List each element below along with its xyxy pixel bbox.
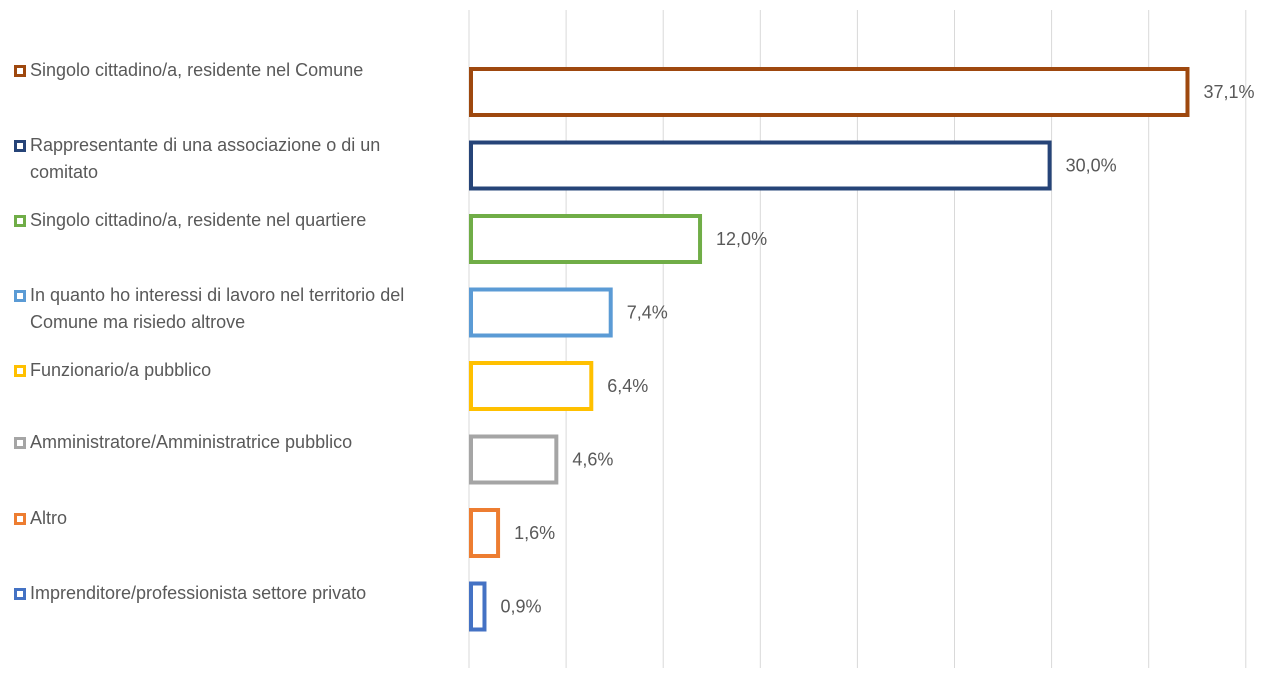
bar <box>469 434 559 485</box>
bar <box>469 140 1052 191</box>
legend-swatch <box>14 588 26 600</box>
data-label: 7,4% <box>627 303 668 323</box>
legend-item: Singolo cittadino/a, residente nel quart… <box>14 210 440 234</box>
legend-item: Funzionario/a pubblico <box>14 360 440 384</box>
legend-item: In quanto ho interessi di lavoro nel ter… <box>14 285 440 336</box>
legend-swatch <box>14 215 26 227</box>
data-label: 0,9% <box>500 597 541 617</box>
legend-label: In quanto ho interessi di lavoro nel ter… <box>30 285 405 332</box>
data-label: 6,4% <box>607 376 648 396</box>
legend-label: Amministratore/Amministratrice pubblico <box>30 432 353 452</box>
bar <box>469 287 613 338</box>
bar <box>469 508 501 558</box>
legend-swatch <box>14 290 26 302</box>
legend-swatch <box>14 437 26 449</box>
legend-swatch <box>14 513 26 525</box>
data-label: 4,6% <box>572 450 613 470</box>
legend-item: Singolo cittadino/a, residente nel Comun… <box>14 60 440 84</box>
legend-label: Altro <box>30 508 68 528</box>
data-label: 12,0% <box>716 229 767 249</box>
legend-label: Singolo cittadino/a, residente nel quart… <box>30 210 367 230</box>
legend-item: Imprenditore/professionista settore priv… <box>14 583 440 607</box>
bar <box>469 581 487 632</box>
legend-label: Imprenditore/professionista settore priv… <box>30 583 367 603</box>
legend-swatch <box>14 140 26 152</box>
legend-label: Singolo cittadino/a, residente nel Comun… <box>30 60 364 80</box>
legend-swatch <box>14 65 26 77</box>
data-label: 1,6% <box>514 523 555 543</box>
bar <box>469 67 1190 117</box>
data-label: 37,1% <box>1203 82 1254 102</box>
bar <box>469 361 594 411</box>
legend-item: Rappresentante di una associazione o di … <box>14 135 440 186</box>
data-label: 30,0% <box>1066 156 1117 176</box>
legend-item: Amministratore/Amministratrice pubblico <box>14 432 440 456</box>
legend-label: Rappresentante di una associazione o di … <box>30 135 381 182</box>
legend-label: Funzionario/a pubblico <box>30 360 212 380</box>
legend-swatch <box>14 365 26 377</box>
bar <box>469 214 703 264</box>
legend-item: Altro <box>14 508 440 532</box>
